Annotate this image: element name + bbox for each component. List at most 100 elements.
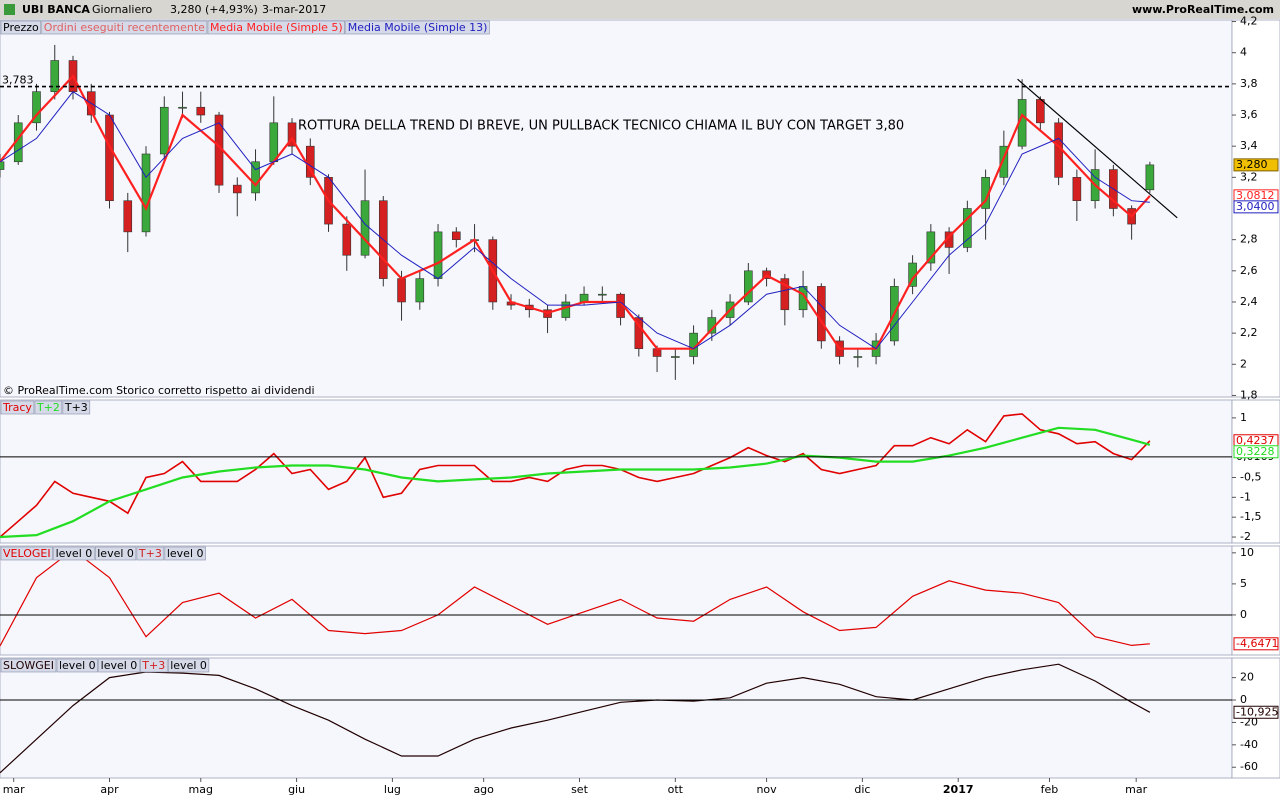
axis-background: [1231, 399, 1280, 544]
candle-body: [853, 356, 863, 358]
y-tick-label: 4: [1240, 46, 1247, 59]
x-tick-label: ott: [668, 783, 684, 796]
legend-box: [139, 658, 168, 673]
legend-box: [34, 400, 63, 415]
series-line: [0, 91, 1150, 350]
legend-label: level 0: [101, 659, 138, 672]
candle-body: [579, 293, 589, 303]
y-tick-label: -2: [1240, 530, 1251, 543]
y-tick-label: 3,2: [1240, 170, 1258, 183]
value-label: -10,925: [1236, 705, 1278, 718]
y-tick-label: -0,5: [1240, 470, 1261, 483]
x-tick-label: apr: [100, 783, 119, 796]
value-label: 0,4237: [1236, 434, 1275, 447]
candle-body: [397, 278, 406, 303]
candle-body: [1036, 99, 1045, 124]
candle-body: [598, 293, 607, 296]
y-tick-label: 2,6: [1240, 264, 1258, 277]
site: www.ProRealTime.com: [1132, 3, 1274, 16]
candle-body: [744, 270, 753, 303]
series-line: [0, 426, 1151, 539]
candle-body: [178, 106, 187, 109]
y-tick-label: 2,4: [1240, 295, 1258, 308]
y-tick-label: 1: [1240, 411, 1247, 424]
series-line: [0, 413, 1151, 538]
y-tick-label: 5: [1240, 577, 1247, 590]
value-label: 3,280: [1236, 158, 1268, 171]
axis-background: [1231, 545, 1280, 656]
x-tick-label: set: [571, 783, 588, 796]
legend-box: [207, 20, 346, 35]
candle-body: [415, 278, 425, 303]
candle-body: [561, 301, 571, 318]
plot: [0, 413, 1151, 539]
x-tick-label: giu: [288, 783, 305, 796]
candle-body: [0, 161, 5, 170]
plot: [0, 44, 1178, 380]
candle-body: [159, 106, 169, 155]
legend-box: [0, 546, 53, 561]
legend-box: [0, 20, 42, 35]
candle-body: [342, 223, 352, 256]
candle-body: [817, 286, 826, 342]
legend-label: level 0: [170, 659, 207, 672]
legend-box: [0, 658, 57, 673]
legend-label: SLOWGEI: [3, 659, 54, 672]
date: 3-mar-2017: [262, 3, 326, 16]
legend-label: T+3: [64, 401, 88, 414]
x-tick-label: nov: [756, 783, 777, 796]
panel-background: [0, 19, 1233, 398]
candle-body: [652, 348, 662, 357]
value-label: 3,0400: [1236, 200, 1275, 213]
x-tick-label: mag: [189, 783, 213, 796]
candle-body: [50, 60, 60, 92]
legend-box: [53, 546, 95, 561]
candle-body: [251, 161, 260, 194]
trend-line: [1017, 78, 1178, 219]
candle-body: [269, 122, 279, 163]
value-label-box: [1233, 445, 1279, 459]
candle-body: [926, 231, 936, 264]
candle-body: [1072, 177, 1082, 202]
candle-body: [32, 91, 41, 124]
y-tick-label: -1: [1240, 490, 1251, 503]
candle-body: [141, 153, 151, 233]
y-tick-label: 2,8: [1240, 233, 1258, 246]
legend-label: Tracy: [2, 401, 32, 414]
y-tick-label: 0: [1240, 608, 1247, 621]
candle-body: [105, 114, 114, 202]
candle-body: [671, 356, 680, 358]
value-label-box: [1233, 200, 1279, 214]
y-tick-label: 10: [1240, 546, 1254, 559]
candle-body: [963, 208, 972, 248]
legend-label: T+3: [138, 547, 162, 560]
x-tick-label: mar: [3, 783, 25, 796]
value-label-box: [1233, 637, 1279, 651]
y-tick-label: 2,2: [1240, 326, 1258, 339]
legend-label: Ordini eseguiti recentemente: [44, 21, 205, 34]
legend-box: [62, 400, 91, 415]
y-tick-label: 3,4: [1240, 139, 1258, 152]
panel-background: [0, 399, 1233, 544]
legend-label: Media Mobile (Simple 13): [348, 21, 488, 34]
x-tick-label: feb: [1041, 783, 1059, 796]
y-tick-label: -1,5: [1240, 510, 1261, 523]
plot: [0, 663, 1151, 774]
legend-label: VELOGEI: [3, 547, 51, 560]
footnote: © ProRealTime.com Storico corretto rispe…: [3, 384, 315, 397]
candle-body: [360, 200, 370, 256]
x-tick-label: mar: [1125, 783, 1147, 796]
plot: [0, 548, 1150, 647]
legend-label: level 0: [97, 547, 134, 560]
y-tick-label: -60: [1240, 760, 1258, 773]
candle-body: [287, 122, 297, 147]
x-axis-area: [0, 778, 1280, 800]
value-label: 3,0812: [1236, 189, 1275, 202]
legend-box: [41, 20, 208, 35]
series-line: [0, 548, 1150, 647]
candle-body: [196, 106, 206, 116]
x-tick-label: ago: [473, 783, 494, 796]
candle-body: [232, 184, 242, 194]
